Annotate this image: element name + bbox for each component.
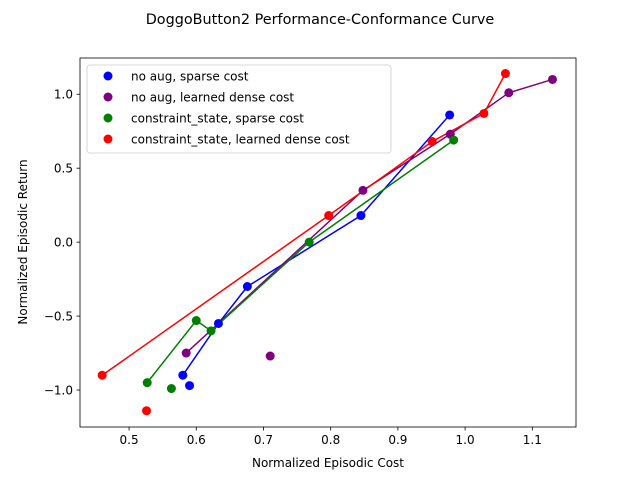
data-points [97, 69, 557, 416]
legend-marker-constraint-dense [103, 134, 113, 144]
legend-marker-no-aug-dense [103, 92, 113, 102]
point-constraint-state-sparse-cost-0 [142, 378, 152, 388]
point-constraint-state-learned-dense-cost-1 [142, 406, 152, 416]
y-tick-label: −1.0 [44, 383, 73, 397]
x-tick-label: 1.0 [456, 433, 475, 447]
y-axis-ticks: −1.0 −0.5 0.0 0.5 1.0 [44, 88, 80, 397]
y-tick-label: 0.0 [54, 235, 73, 249]
y-axis-label: Normalized Episodic Return [16, 159, 30, 324]
point-no-aug-sparse-cost-2 [213, 318, 223, 328]
legend-label-no-aug-dense: no aug, learned dense cost [131, 91, 294, 105]
x-tick-label: 0.7 [254, 433, 273, 447]
y-tick-label: 0.5 [54, 161, 73, 175]
legend-label-no-aug-sparse: no aug, sparse cost [131, 70, 249, 84]
x-axis-label: Normalized Episodic Cost [252, 456, 404, 470]
point-constraint-state-sparse-cost-2 [191, 316, 201, 326]
point-no-aug-learned-dense-cost-2 [358, 185, 368, 195]
point-no-aug-learned-dense-cost-5 [547, 74, 557, 84]
legend: no aug, sparse cost no aug, learned dens… [86, 64, 392, 154]
point-no-aug-sparse-cost-4 [356, 211, 366, 221]
x-axis-ticks: 0.5 0.6 0.7 0.8 0.9 1.0 1.1 [120, 427, 542, 447]
point-no-aug-learned-dense-cost-0 [181, 348, 191, 358]
x-tick-label: 0.6 [187, 433, 206, 447]
point-constraint-state-learned-dense-cost-4 [479, 108, 489, 118]
point-no-aug-learned-dense-cost-1 [265, 351, 275, 361]
point-constraint-state-sparse-cost-5 [449, 135, 459, 145]
legend-marker-constraint-sparse [103, 113, 113, 123]
point-no-aug-sparse-cost-3 [242, 281, 252, 291]
legend-label-constraint-sparse: constraint_state, sparse cost [131, 112, 304, 126]
x-tick-label: 0.8 [321, 433, 340, 447]
x-tick-label: 1.1 [523, 433, 542, 447]
chart-title: DoggoButton2 Performance-Conformance Cur… [146, 12, 495, 28]
x-tick-label: 0.9 [388, 433, 407, 447]
legend-box [86, 64, 392, 154]
point-no-aug-learned-dense-cost-4 [504, 88, 514, 98]
legend-marker-no-aug-sparse [103, 71, 113, 81]
point-constraint-state-sparse-cost-4 [304, 237, 314, 247]
point-constraint-state-learned-dense-cost-0 [97, 370, 107, 380]
y-tick-label: 1.0 [54, 88, 73, 102]
x-tick-label: 0.5 [120, 433, 139, 447]
point-constraint-state-sparse-cost-3 [206, 326, 216, 336]
legend-label-constraint-dense: constraint_state, learned dense cost [131, 133, 350, 147]
point-constraint-state-learned-dense-cost-3 [427, 137, 437, 147]
point-no-aug-sparse-cost-0 [178, 370, 188, 380]
point-constraint-state-learned-dense-cost-5 [500, 69, 510, 79]
point-constraint-state-sparse-cost-1 [166, 384, 176, 394]
y-tick-label: −0.5 [44, 309, 73, 323]
point-constraint-state-learned-dense-cost-2 [324, 211, 334, 221]
point-no-aug-sparse-cost-1 [185, 381, 195, 391]
point-no-aug-sparse-cost-5 [445, 110, 455, 120]
